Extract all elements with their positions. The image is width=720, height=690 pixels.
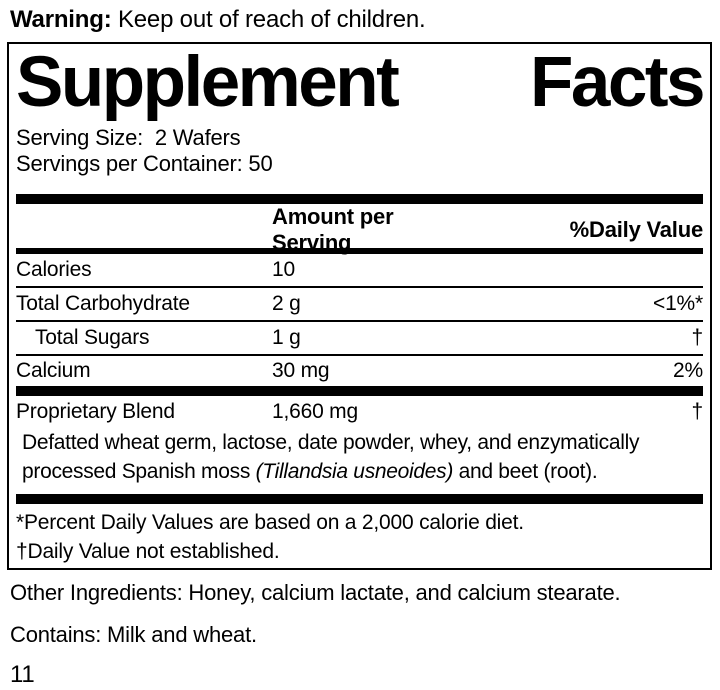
other-ingredients: Other Ingredients: Honey, calcium lactat… [10, 580, 621, 605]
panel-title-right: Facts [530, 43, 705, 122]
warning-text: Warning: Keep out of reach of children. [10, 6, 720, 34]
nutrient-row-calcium: Calcium 30 mg 2% [16, 356, 703, 386]
blend-description-line2: processed Spanish moss [22, 460, 256, 483]
supplement-facts-panel: Supplement Facts Serving Size: 2 Wafers … [7, 42, 712, 570]
divider-thick-top [16, 194, 703, 204]
serving-size: Serving Size: 2 Wafers [16, 125, 241, 150]
nutrient-name: Calcium [16, 359, 91, 382]
proprietary-blend-description: Defatted wheat germ, lactose, date powde… [16, 428, 703, 486]
divider-medium-header [16, 248, 703, 254]
panel-title: Supplement Facts [16, 43, 705, 122]
nutrient-row-total-carbohydrate: Total Carbohydrate 2 g <1%* [16, 288, 703, 322]
nutrient-dv: † [691, 326, 704, 349]
column-header-daily-value: %Daily Value [569, 217, 704, 242]
nutrient-amount: 1,660 mg [272, 400, 358, 423]
nutrient-amount: 2 g [272, 292, 301, 315]
nutrient-name: Proprietary Blend [16, 400, 175, 423]
allergen-statement: Contains: Milk and wheat. [10, 622, 257, 647]
nutrient-amount: 10 [272, 258, 295, 281]
footnote-daily-value-not-established: †Daily Value not established. [16, 540, 280, 563]
nutrient-name: Total Carbohydrate [16, 292, 190, 315]
nutrient-row-proprietary-blend: Proprietary Blend 1,660 mg † [16, 396, 703, 428]
nutrient-dv: <1%* [653, 292, 703, 315]
warning-body: Keep out of reach of children. [111, 6, 426, 33]
servings-per-container: Servings per Container: 50 [16, 151, 273, 176]
blend-description-line2-end: and beet (root). [453, 460, 598, 483]
divider-thick-middle [16, 386, 703, 396]
blend-latin-name: (Tillandsia usneoides) [255, 460, 454, 483]
nutrient-row-calories: Calories 10 [16, 254, 703, 288]
nutrient-name: Calories [16, 258, 92, 281]
column-header-row: Amount per Serving %Daily Value [16, 204, 704, 255]
panel-title-left: Supplement [16, 43, 400, 122]
nutrient-dv: 2% [673, 359, 703, 382]
nutrient-amount: 1 g [272, 326, 301, 349]
footnotes: *Percent Daily Values are based on a 2,0… [16, 508, 703, 566]
column-header-amount: Amount per Serving [272, 204, 394, 255]
footnote-percent-daily-value: *Percent Daily Values are based on a 2,0… [16, 511, 524, 534]
nutrient-amount: 30 mg [272, 359, 330, 382]
nutrient-dv: † [691, 400, 704, 423]
nutrient-row-total-sugars: Total Sugars 1 g † [16, 322, 703, 356]
nutrient-name: Total Sugars [35, 326, 150, 349]
blend-description-line1: Defatted wheat germ, lactose, date powde… [22, 431, 640, 454]
page-number: 11 [10, 661, 35, 688]
divider-thick-bottom [16, 494, 703, 504]
warning-label: Warning: [10, 6, 112, 33]
